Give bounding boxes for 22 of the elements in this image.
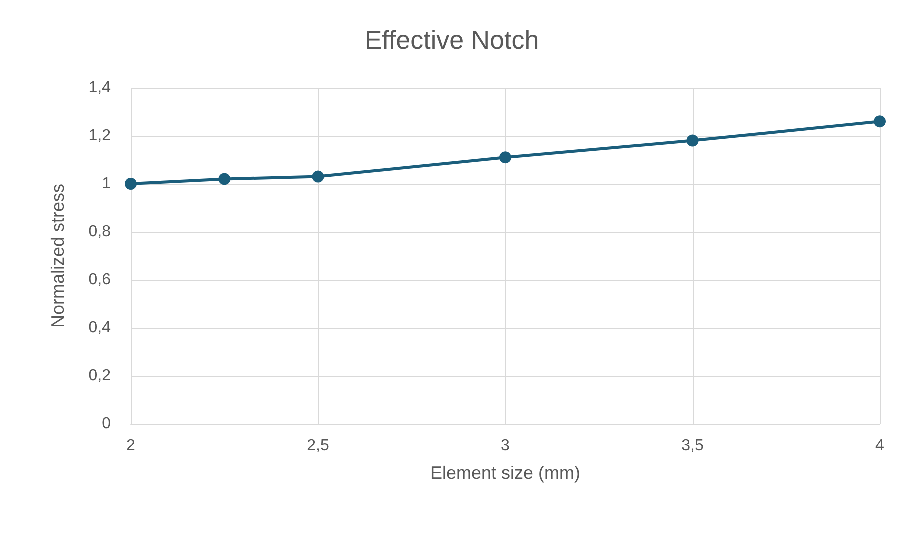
point [500, 152, 512, 164]
point [218, 173, 231, 186]
y-tick-label: 1 [102, 176, 112, 192]
x-tick-label: 2,5 [307, 438, 330, 454]
point [125, 178, 137, 190]
y-tick-label: 0,4 [88, 320, 112, 336]
chart-title: Effective Notch [364, 25, 540, 55]
point [874, 116, 886, 128]
point [312, 170, 324, 183]
x-axis-title: Element size (mm) [430, 463, 581, 483]
x-tick-label: 3,5 [682, 438, 704, 454]
y-axis-title: Normalized stress [48, 184, 68, 328]
y-tick-label: 0,2 [88, 368, 112, 384]
y-tick-label: 0 [102, 416, 112, 432]
y-tick-label: 0,8 [88, 224, 112, 240]
y-tick-label: 1,2 [88, 128, 112, 144]
point [686, 134, 699, 147]
x-tick-label: 2 [126, 438, 136, 454]
x-tick-label: 4 [876, 438, 885, 454]
x-tick-label: 3 [501, 438, 510, 454]
y-tick-label: 0,6 [88, 272, 112, 288]
y-tick-label: 1,4 [88, 80, 112, 96]
